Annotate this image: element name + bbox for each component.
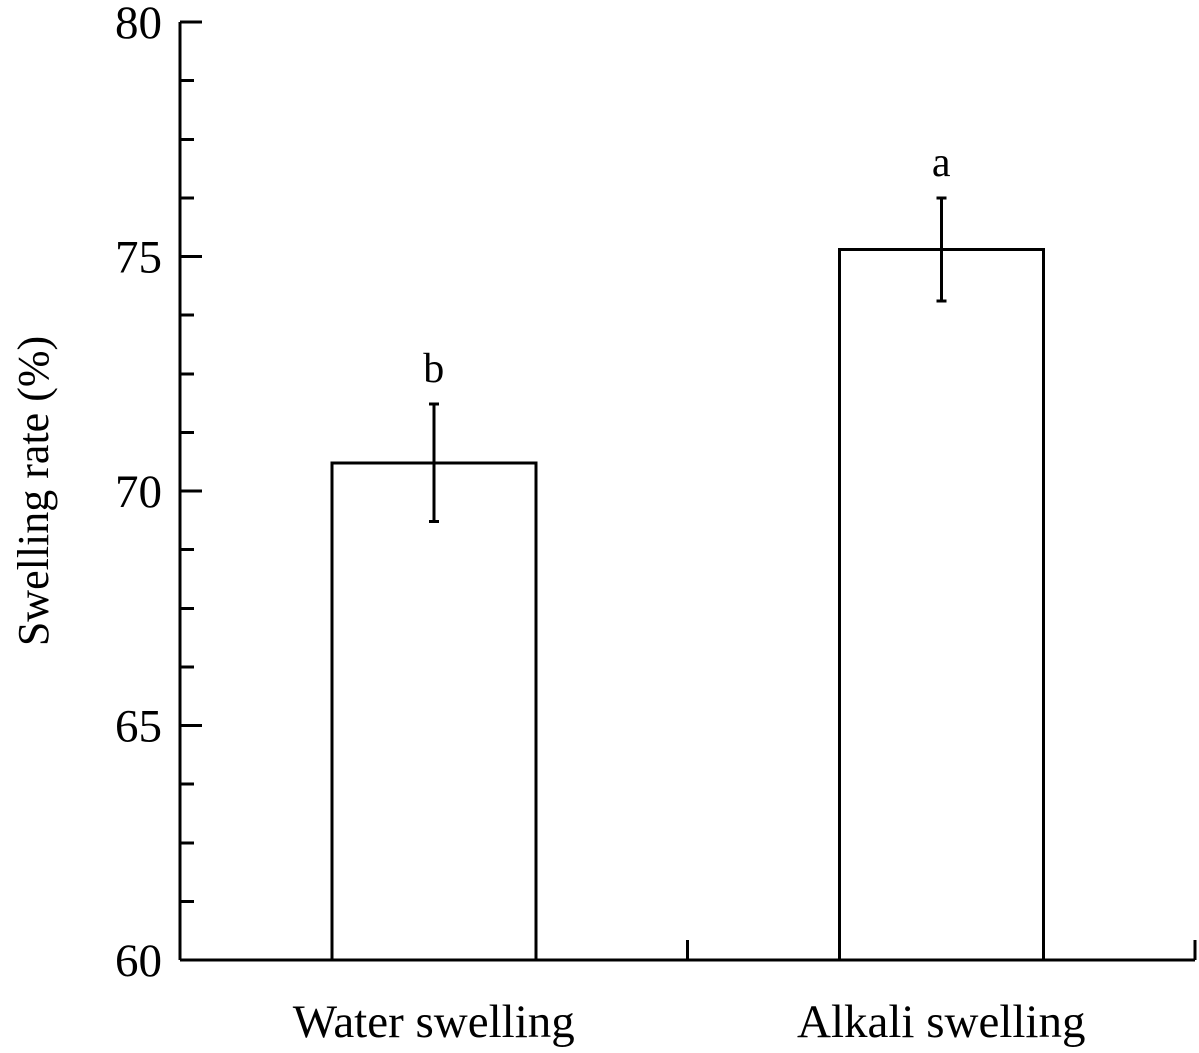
y-tick-label: 65 (115, 701, 162, 753)
labels-layer: 60 65 70 75 80 b Water swelling a Alkali swellin… (115, 0, 1086, 1048)
y-tick-label: 60 (115, 935, 162, 987)
bars-layer (330, 196, 1045, 962)
significance-label: b (423, 346, 444, 392)
x-category-label: Alkali swelling (797, 996, 1086, 1048)
bar-alkali-swelling (837, 247, 1045, 962)
y-axis-title: Swelling rate (%) (9, 336, 58, 646)
y-tick-label: 70 (115, 466, 162, 518)
y-tick-label: 75 (115, 232, 162, 284)
x-category-label: Water swelling (293, 996, 575, 1048)
significance-label: a (932, 140, 951, 186)
bar-water-swelling (330, 461, 538, 962)
y-tick-label: 80 (115, 0, 162, 49)
